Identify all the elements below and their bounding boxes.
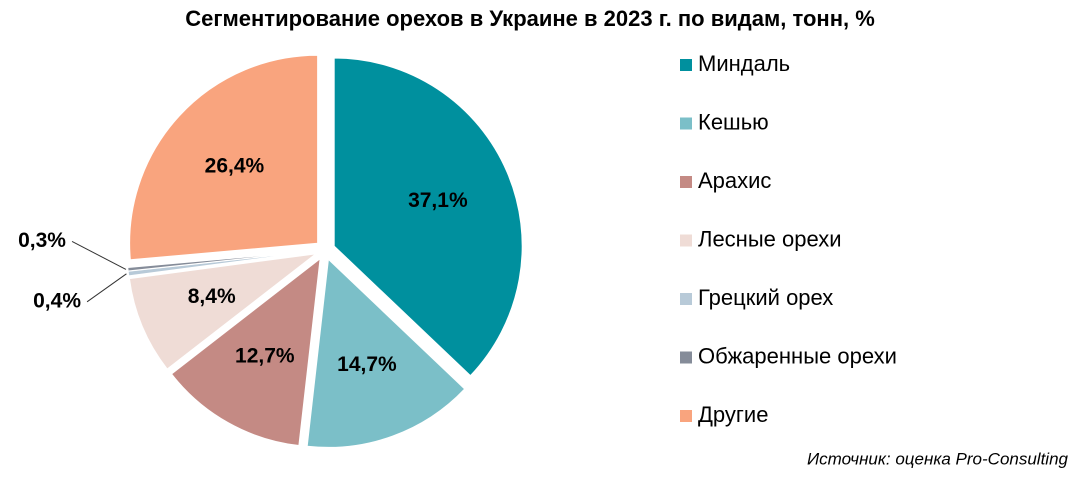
data-label: 12,7% — [235, 345, 295, 368]
leader-line — [86, 273, 127, 303]
leader-line — [71, 241, 127, 270]
data-label: 0,4% — [33, 289, 81, 312]
source: Источник: оценка Pro-Consulting — [807, 449, 1069, 468]
pie-slice — [333, 57, 523, 377]
data-label: 37,1% — [408, 189, 468, 212]
pie-slice — [129, 54, 319, 261]
data-label: 26,4% — [205, 155, 265, 178]
legend-label: Лесные орехи — [698, 226, 842, 251]
legend-swatch — [680, 351, 692, 364]
legend-label: Обжаренные орехи — [698, 343, 897, 368]
legend-swatch — [680, 176, 692, 188]
data-label: 14,7% — [337, 353, 397, 376]
legend-label: Другие — [698, 402, 768, 427]
legend-swatch — [680, 293, 692, 305]
pie-slice — [306, 258, 466, 448]
legend-label: Миндаль — [698, 51, 790, 76]
legend-swatch — [680, 234, 692, 247]
legend-swatch — [680, 117, 692, 130]
data-label: 0,3% — [18, 229, 66, 252]
data-label: 8,4% — [188, 285, 236, 308]
legend-swatch — [680, 410, 692, 422]
legend-label: Кешью — [698, 109, 769, 134]
pie-slice — [128, 253, 318, 370]
chart-title: Сегментирование орехов в Украине в 2023 … — [185, 6, 875, 31]
legend-label: Грецкий орех — [698, 285, 833, 310]
legend-label: Арахис — [698, 168, 771, 193]
pie-slice — [127, 250, 316, 272]
pie-slice — [170, 257, 321, 447]
legend-swatch — [680, 59, 692, 71]
